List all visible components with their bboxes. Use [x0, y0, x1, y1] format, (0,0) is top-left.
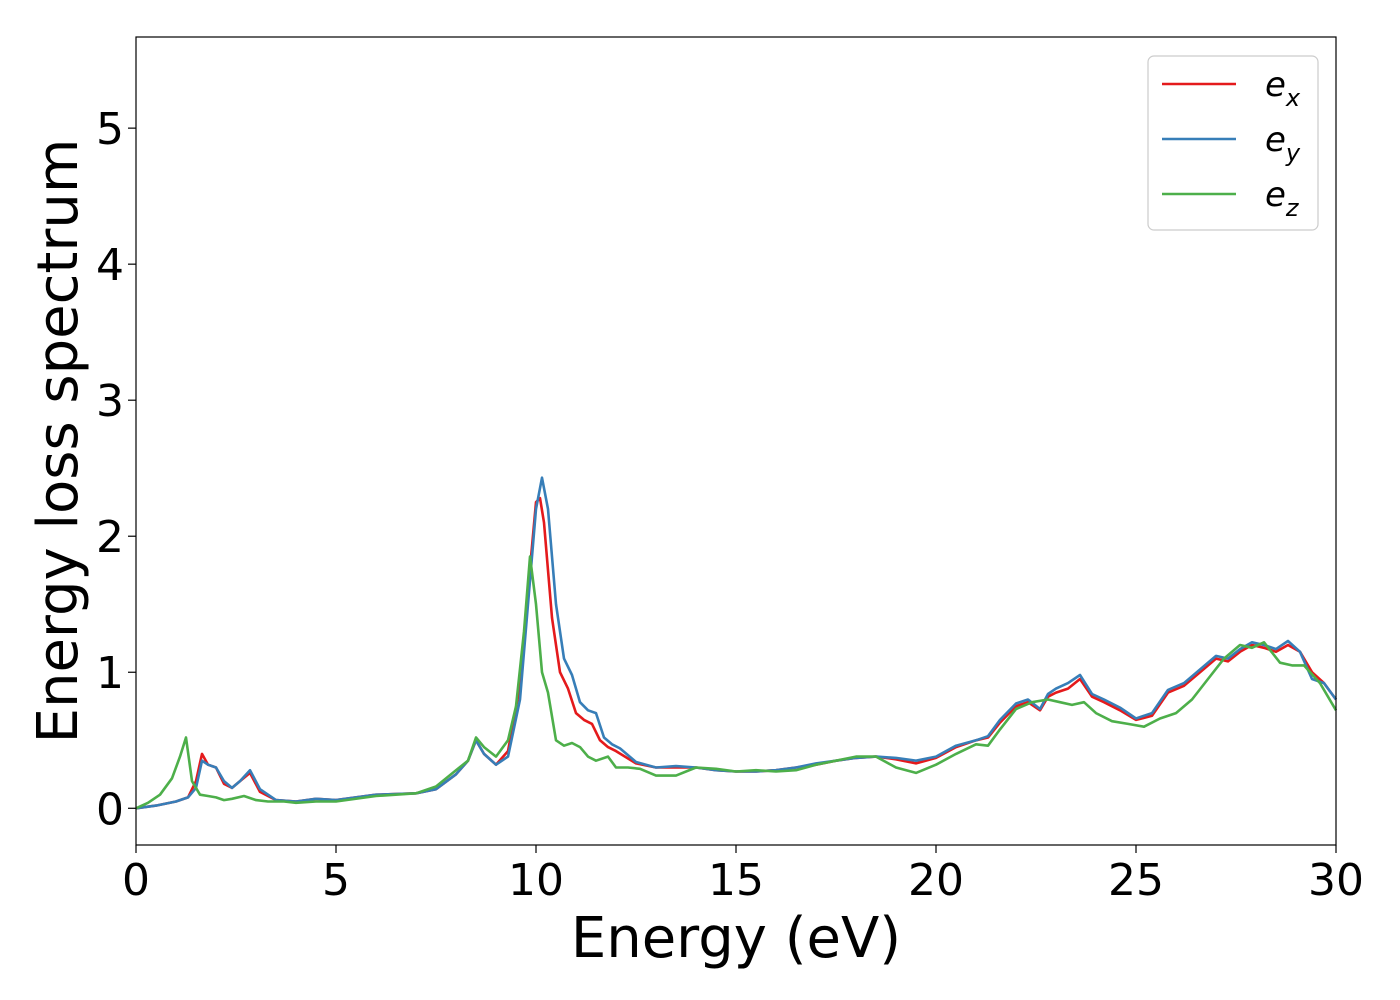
y-tick-label: 5 [96, 104, 124, 155]
y-tick-label: 3 [96, 376, 124, 427]
legend-label-ey: ey [1265, 120, 1301, 167]
x-tick-label: 20 [908, 855, 964, 906]
x-tick-label: 25 [1108, 855, 1164, 906]
y-tick-label: 4 [96, 240, 124, 291]
x-axis-label: Energy (eV) [571, 906, 901, 971]
series-line-ez [135, 555, 1338, 810]
legend-label-ex: ex [1265, 65, 1301, 112]
y-axis: 0 1 2 3 4 5 [96, 104, 136, 835]
plot-area [136, 37, 1336, 845]
x-tick-label: 5 [322, 855, 350, 906]
legend: ex ey ez [1147, 55, 1319, 231]
legend-label-ez: ez [1265, 175, 1300, 222]
x-tick-label: 0 [122, 855, 150, 906]
y-tick-label: 1 [96, 648, 124, 699]
series-layer [135, 476, 1338, 810]
x-tick-label: 10 [508, 855, 564, 906]
y-tick-label: 0 [96, 784, 124, 835]
x-tick-label: 15 [708, 855, 764, 906]
y-tick-label: 2 [96, 512, 124, 563]
series-line-ey [135, 476, 1338, 810]
x-axis: 0 5 10 15 20 25 30 [122, 845, 1364, 906]
x-tick-label: 30 [1308, 855, 1364, 906]
legend-box [1147, 55, 1319, 231]
y-axis-label: Energy loss spectrum [26, 139, 91, 744]
